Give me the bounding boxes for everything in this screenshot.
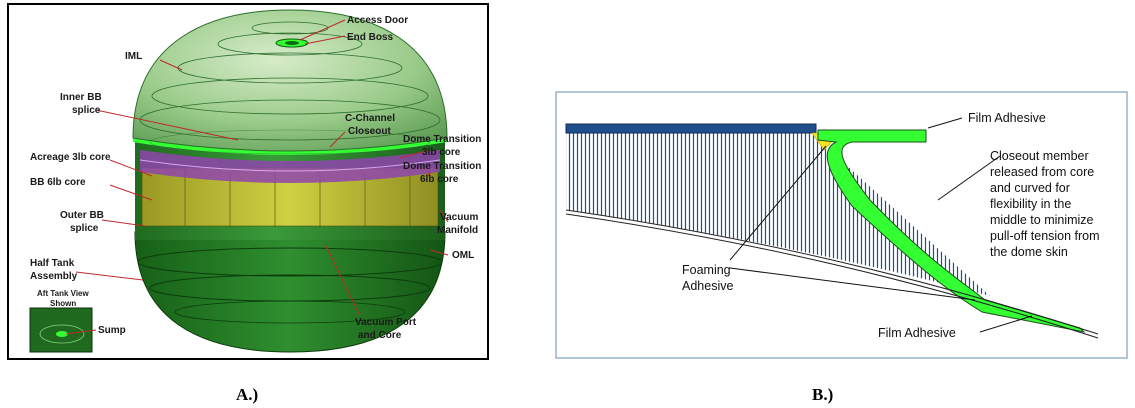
- label-outer-bb-splice-line2: splice: [70, 223, 99, 234]
- label-film-adhesive-bottom: Film Adhesive: [878, 326, 956, 340]
- label-access-door: Access Door: [347, 15, 408, 26]
- label-vacuum-port-line2: and Core: [358, 330, 402, 341]
- label-vacuum-manifold-line1: Vacuum: [440, 212, 478, 223]
- label-aft-view-line1: Aft Tank View: [37, 289, 89, 298]
- label-foaming-line2: Adhesive: [682, 279, 733, 293]
- label-vacuum-port-line1: Vacuum Port: [355, 317, 417, 328]
- label-closeout-line2: released from core: [990, 165, 1094, 179]
- label-acreage-core: Acreage 3lb core: [30, 152, 111, 163]
- label-closeout-line5: middle to minimize: [990, 213, 1094, 227]
- label-c-channel-line2: Closeout: [348, 126, 391, 137]
- label-vacuum-manifold-line2: Manifold: [437, 225, 478, 236]
- dome-skin-inner: [565, 209, 1099, 335]
- label-end-boss: End Boss: [347, 32, 394, 43]
- foam-core: [566, 132, 990, 296]
- label-outer-bb-splice-line1: Outer BB: [60, 210, 104, 221]
- panel-b-caption: B.): [812, 385, 833, 404]
- label-c-channel-line1: C-Channel: [345, 113, 395, 124]
- label-dome-transition-6lb-line1: Dome Transition: [403, 161, 481, 172]
- panel-b-labels: Film Adhesive Closeout member released f…: [682, 111, 1100, 340]
- label-closeout-line3: and curved for: [990, 181, 1070, 195]
- label-sump: Sump: [98, 325, 126, 336]
- dome-skin-outer: [565, 213, 1099, 339]
- label-half-tank-line1: Half Tank: [30, 258, 75, 269]
- panel-a-labels: Access Door End Boss IML Inner BB splice…: [30, 15, 481, 341]
- label-dome-transition-3lb-line1: Dome Transition: [403, 134, 481, 145]
- label-foaming-line1: Foaming: [682, 263, 731, 277]
- panel-a-leader-lines: [65, 19, 449, 335]
- tank-illustration: [29, 9, 448, 353]
- panel-a-tank-diagram: Access Door End Boss IML Inner BB splice…: [7, 3, 489, 404]
- label-iml: IML: [125, 51, 142, 62]
- facesheet: [565, 123, 817, 134]
- label-aft-view-line2: Shown: [50, 299, 76, 308]
- label-film-adhesive-top: Film Adhesive: [968, 111, 1046, 125]
- label-bb-core: BB 6lb core: [30, 177, 86, 188]
- label-dome-transition-3lb-line2: 3lb core: [422, 147, 461, 158]
- label-closeout-line7: the dome skin: [990, 245, 1068, 259]
- label-inner-bb-splice-line1: Inner BB: [60, 92, 102, 103]
- label-closeout-line1: Closeout member: [990, 149, 1089, 163]
- panel-b-leader-lines: [729, 117, 1033, 333]
- label-dome-transition-6lb-line2: 6lb core: [420, 174, 459, 185]
- label-inner-bb-splice-line2: splice: [72, 105, 101, 116]
- panel-b-closeout-diagram: Film Adhesive Closeout member released f…: [555, 91, 1128, 404]
- label-closeout-line4: flexibility in the: [990, 197, 1071, 211]
- panel-a-caption: A.): [236, 385, 258, 404]
- label-half-tank-line2: Assembly: [30, 271, 78, 282]
- label-closeout-line6: pull-off tension from: [990, 229, 1100, 243]
- label-oml: OML: [452, 250, 474, 261]
